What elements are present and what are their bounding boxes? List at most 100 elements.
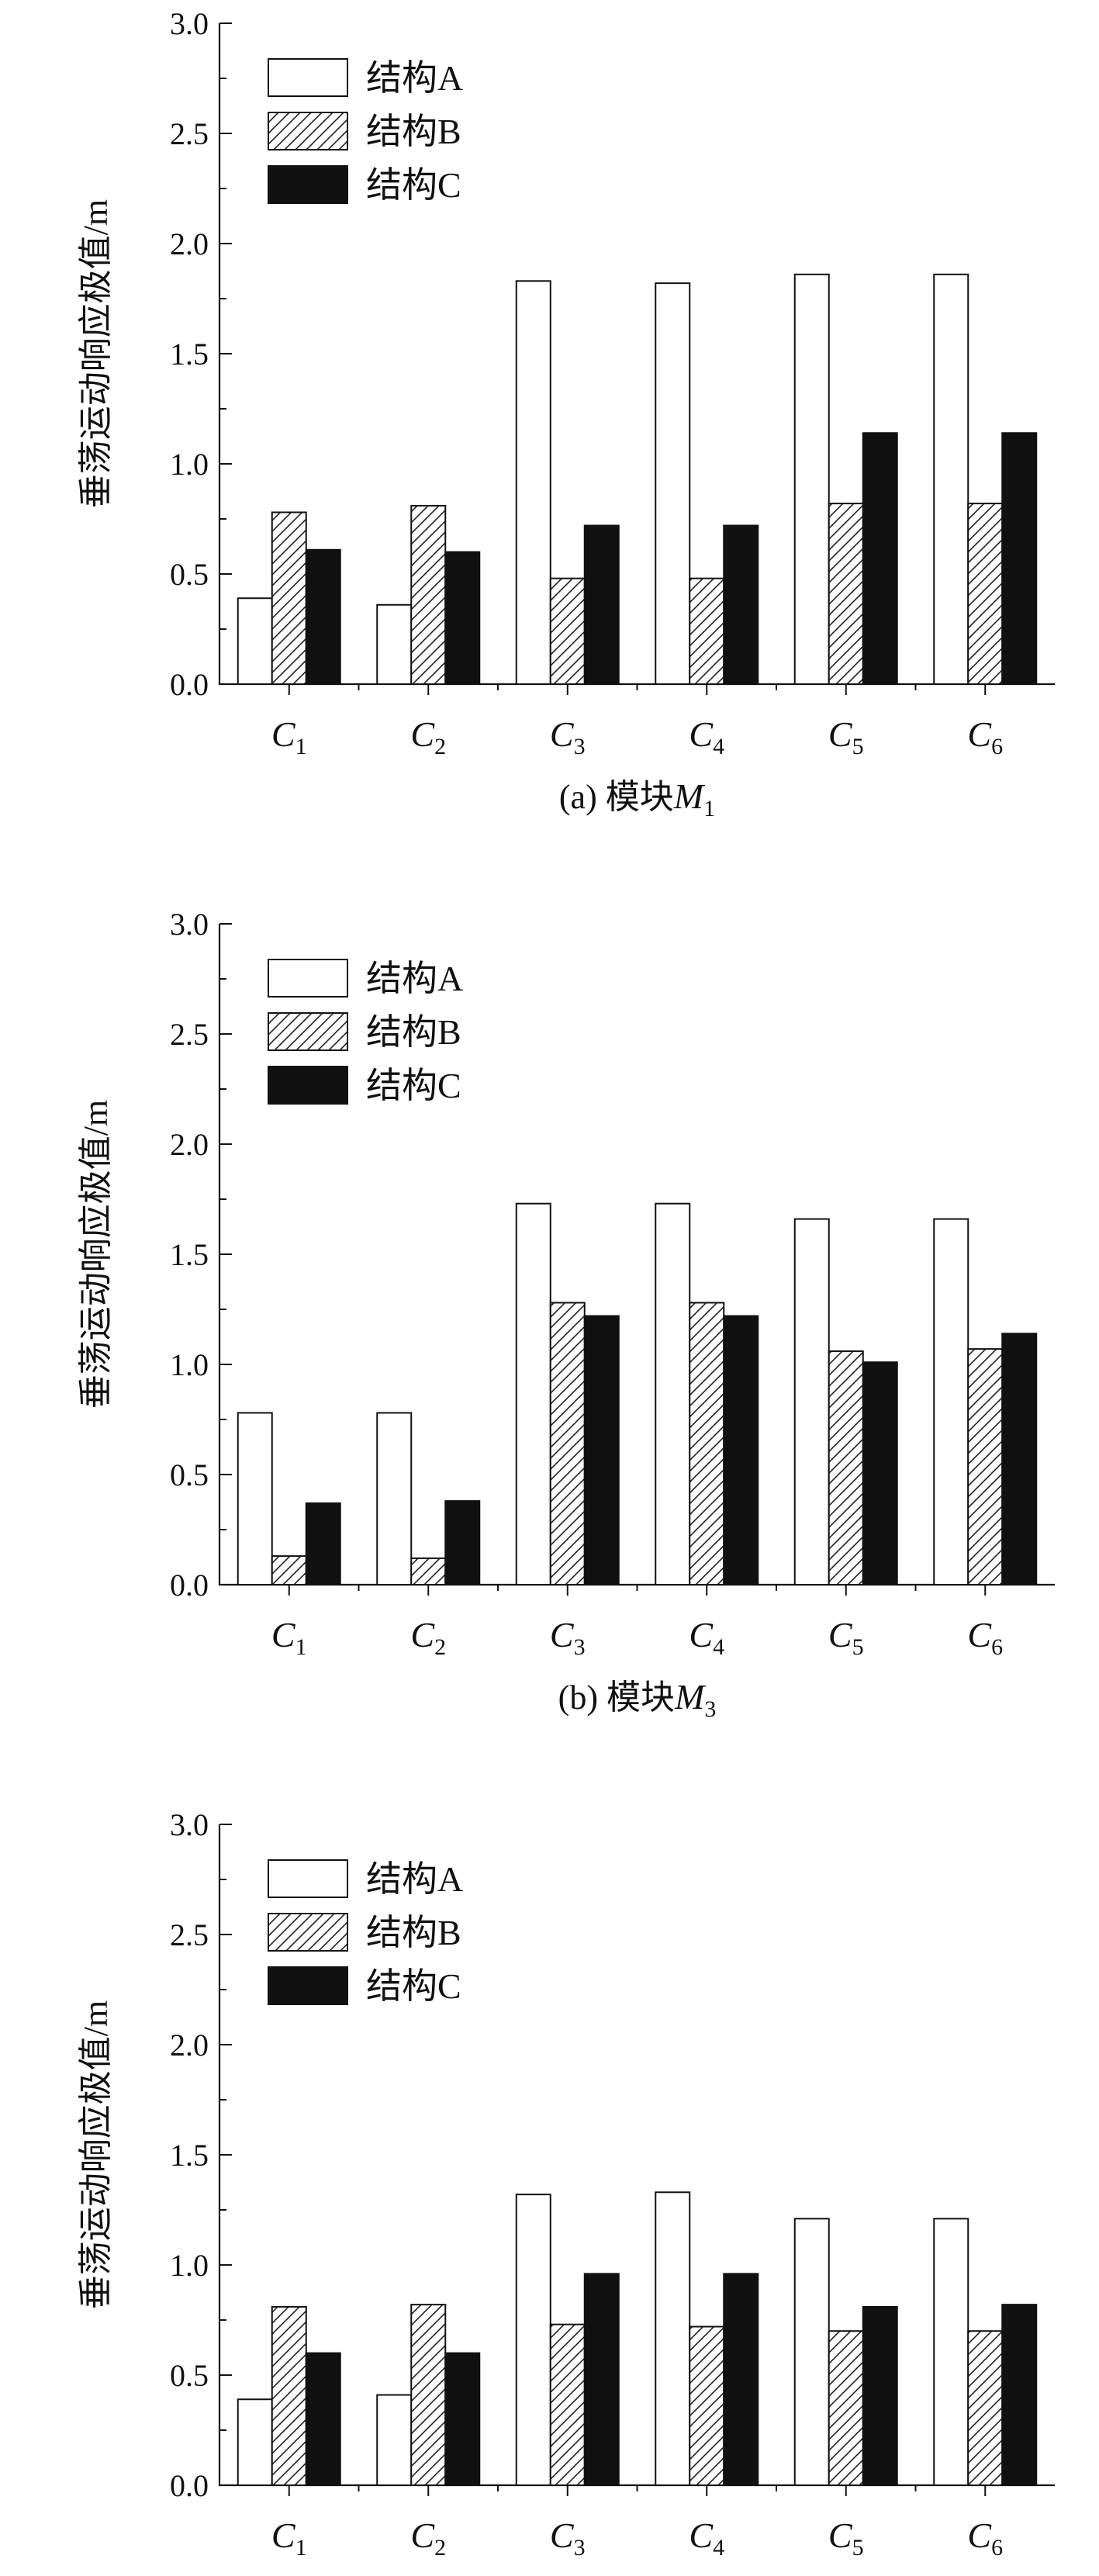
y-tick-label: 1.0 [170,447,209,482]
bar-1-2 [376,2394,413,2487]
bar-3-1 [305,548,341,686]
bar-1-6 [933,2218,969,2487]
bar-1-3 [515,1202,551,1586]
bar-3-3 [583,1315,620,1586]
y-tick-label: 2.0 [170,2028,209,2063]
panel-caption: (a) 模块M1 [559,776,715,821]
bar-2-1 [271,1555,307,1585]
y-tick-label: 0.0 [170,1568,209,1603]
legend-swatch-3 [268,1066,348,1105]
legend: 结构A 结构B 结构C [268,959,463,1105]
x-tick-label: C2 [410,1615,446,1660]
legend-label-2: 结构B [366,112,461,151]
y-tick-label: 3.0 [170,907,209,942]
y-axis-label: 垂荡运动响应极值/m [77,1100,115,1409]
y-tick-label: 0.0 [170,2468,209,2503]
legend-swatch-1 [268,58,348,97]
y-tick-label: 2.5 [170,116,209,151]
bar-2-3 [549,2323,586,2486]
x-tick-label: C2 [410,2515,446,2560]
chart-panel-1: 0.0 0.5 1.0 1.5 2.0 2.5 3.0 垂荡运动响应极值/m C1 C2 C3 C4 C… [77,6,1055,821]
panel-caption: (b) 模块M3 [558,1677,717,1722]
y-tick-label: 3.0 [170,6,209,41]
x-tick-label: C6 [967,714,1003,759]
chart-panel-2: 0.0 0.5 1.0 1.5 2.0 2.5 3.0 垂荡运动响应极值/m C1 C2 C3 C4 C… [77,907,1055,1722]
x-tick-label: C5 [828,2515,864,2560]
legend-swatch-2 [268,1913,348,1952]
bar-1-1 [237,597,273,685]
legend-swatch-2 [268,112,348,150]
legend-swatch-1 [268,959,348,998]
x-tick-label: C3 [550,2515,586,2560]
bar-2-1 [271,511,307,685]
bar-3-4 [723,1315,759,1586]
legend-swatch-3 [268,1966,348,2005]
x-tick-label: C1 [271,1615,307,1660]
legend-label-3: 结构C [366,1966,461,2006]
y-tick-label: 0.5 [170,2358,209,2393]
bar-2-1 [271,2305,307,2486]
bar-3-6 [1001,2304,1038,2487]
bar-1-4 [655,282,691,685]
bar-2-5 [828,503,864,685]
x-tick-label: C4 [689,2515,724,2560]
x-tick-label: C1 [271,714,307,759]
legend-label-3: 结构C [366,1066,461,1105]
legend: 结构A 结构B 结构C [268,1859,463,2006]
y-tick-label: 2.0 [170,226,209,261]
bar-3-5 [862,1361,898,1586]
bar-3-4 [723,2273,759,2487]
x-tick-label: C1 [271,2515,307,2560]
bar-3-1 [305,2352,341,2487]
bar-2-2 [410,504,447,686]
legend: 结构A 结构B 结构C [268,58,463,205]
legend-swatch-1 [268,1859,348,1898]
bar-2-5 [828,2330,864,2486]
legend-swatch-3 [268,165,348,204]
bar-3-3 [583,524,620,686]
bar-3-5 [862,432,898,685]
x-tick-label: C4 [689,1615,724,1660]
bar-3-4 [723,524,759,686]
x-tick-label: C5 [828,1615,864,1660]
chart-panel-3: 0.0 0.5 1.0 1.5 2.0 2.5 3.0 垂荡运动响应极值/m C1 C2 C3 C4 C… [77,1807,1055,2560]
bar-3-6 [1001,432,1038,685]
y-tick-label: 1.0 [170,1347,209,1382]
x-tick-label: C3 [550,714,586,759]
bar-2-5 [828,1350,864,1585]
x-tick-label: C5 [828,714,864,759]
y-tick-label: 2.5 [170,1017,209,1052]
bar-3-6 [1001,1333,1038,1585]
legend-label-2: 结构B [366,1913,461,1952]
y-tick-label: 2.5 [170,1917,209,1952]
y-axis-label: 垂荡运动响应极值/m [77,2000,115,2309]
bar-2-3 [549,1302,586,1585]
x-tick-label: C3 [550,1615,586,1660]
y-tick-label: 1.5 [170,337,209,372]
x-tick-label: C6 [967,2515,1003,2560]
x-tick-label: C4 [689,714,724,759]
y-axis-label: 垂荡运动响应极值/m [77,199,115,508]
bar-3-1 [305,1502,341,1586]
bar-1-5 [793,1218,830,1586]
y-tick-label: 0.0 [170,667,209,702]
bar-2-2 [410,1557,447,1586]
bar-1-5 [793,273,830,685]
bar-2-6 [967,2330,1004,2486]
y-tick-label: 0.5 [170,557,209,592]
bar-1-1 [237,2398,273,2486]
y-tick-label: 3.0 [170,1807,209,1842]
bar-2-4 [689,577,725,685]
legend-label-1: 结构A [366,959,463,998]
bar-2-2 [410,2304,447,2487]
y-tick-label: 1.0 [170,2248,209,2283]
bar-2-4 [689,1302,725,1585]
bar-2-6 [967,503,1004,685]
bar-1-3 [515,2194,551,2487]
bar-3-3 [583,2273,620,2487]
bar-1-4 [655,1202,691,1586]
x-tick-label: C2 [410,714,446,759]
bar-2-3 [549,577,586,685]
y-tick-label: 1.5 [170,1237,209,1272]
